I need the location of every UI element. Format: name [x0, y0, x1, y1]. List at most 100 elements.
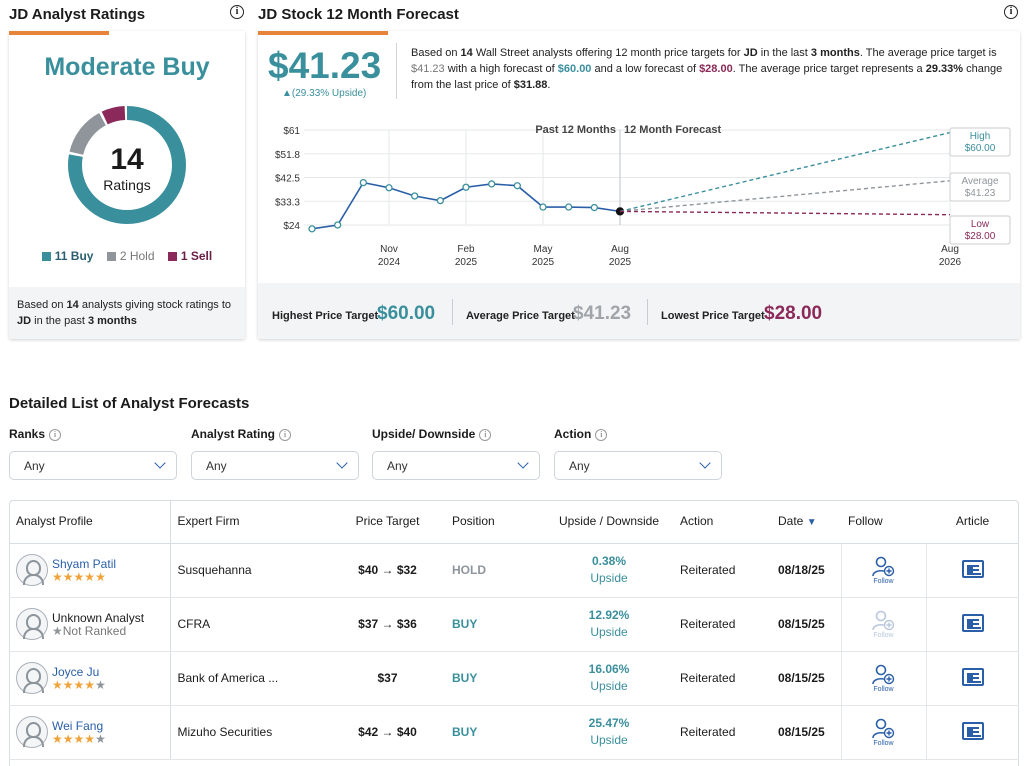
analyst-name[interactable]: Shyam Patil	[52, 556, 117, 571]
avatar	[16, 608, 48, 640]
x-tick-month: Nov	[380, 244, 398, 255]
x-tick-month: Aug	[941, 244, 959, 255]
x-tick-year: 2025	[532, 257, 555, 268]
price-point	[565, 203, 573, 211]
follow-button[interactable]: Follow	[840, 651, 927, 706]
analyst-stars: ★Not Ranked	[52, 623, 144, 638]
forecast-tag-value: $28.00	[965, 231, 996, 242]
price-target: $37	[330, 651, 445, 706]
price-target: $40 → $32	[330, 543, 445, 598]
analyst-name[interactable]: Joyce Ju	[52, 664, 100, 679]
forecast-tag-low: Low$28.00	[949, 215, 1011, 245]
price-point	[488, 180, 496, 188]
ranks-select[interactable]: Any	[9, 451, 177, 480]
follow-icon	[871, 556, 894, 576]
expert-firm: Mizuho Securities	[170, 705, 330, 760]
forecast-description: Based on 14 Wall Street analysts offerin…	[411, 47, 1003, 91]
action: Reiterated	[673, 705, 771, 760]
position: BUY	[445, 597, 545, 652]
info-icon: i	[595, 428, 608, 441]
y-tick-label: $61	[283, 126, 300, 137]
position: HOLD	[445, 543, 545, 598]
x-tick-month: May	[534, 244, 553, 255]
follow-button[interactable]: Follow	[840, 705, 927, 760]
analyst-profile[interactable]: Wei Fang ★★★★★	[9, 705, 171, 760]
x-tick-month: Feb	[457, 244, 475, 255]
divider	[647, 299, 648, 325]
divider	[452, 299, 453, 325]
price-point	[590, 203, 598, 212]
forecast-tag-label: Average	[961, 176, 999, 187]
article-icon	[961, 721, 984, 740]
ratings-title: JD Analyst Ratings	[9, 6, 146, 23]
follow-icon	[871, 610, 894, 630]
legend-sell: 1 Sell	[167, 249, 212, 263]
star-icon: ★	[52, 677, 63, 692]
analyst-profile[interactable]: Shyam Patil ★★★★★	[9, 543, 171, 598]
article-button[interactable]	[926, 597, 1019, 652]
analyst-profile[interactable]: Unknown Analyst ★Not Ranked	[9, 597, 171, 652]
expert-firm: CFRA	[170, 597, 330, 652]
forecast-tag-value: $41.23	[965, 188, 996, 199]
article-button[interactable]	[926, 543, 1019, 598]
follow-button[interactable]: Follow	[840, 597, 927, 652]
price-point	[462, 183, 470, 191]
table-row: Wei Fang ★★★★★ Mizuho Securities $42 → $40 B…	[9, 705, 1019, 760]
article-icon	[961, 559, 984, 578]
forecast-tag-label: Low	[971, 219, 990, 230]
table-row: Shyam Patil ★★★★★ Susquehanna $40 → $32 HOLD…	[9, 543, 1019, 598]
y-tick-label: $51.8	[275, 150, 300, 161]
table-row: Unknown Analyst ★Not Ranked CFRA $37 → $36 B…	[9, 597, 1019, 652]
analyst-stars: ★★★★★	[52, 569, 116, 584]
ratings-donut	[68, 106, 186, 224]
follow-button[interactable]: Follow	[840, 543, 927, 598]
col-expert-firm: Expert Firm	[170, 500, 330, 544]
x-tick-year: 2024	[378, 257, 401, 268]
action: Reiterated	[673, 597, 771, 652]
star-icon: ★	[62, 731, 74, 746]
article-button[interactable]	[926, 705, 1019, 760]
position: BUY	[445, 705, 545, 760]
col-price-target: Price Target	[330, 500, 445, 544]
col-analyst-profile: Analyst Profile	[9, 500, 171, 544]
highest-label: Highest Price Target	[272, 310, 379, 322]
y-tick-label: $24	[283, 221, 300, 232]
analyst-name[interactable]: Wei Fang	[52, 718, 104, 733]
forecast-line-average	[619, 180, 951, 213]
x-tick-month: Aug	[611, 244, 629, 255]
star-icon: ★	[52, 569, 63, 584]
y-tick-label: $42.5	[275, 174, 300, 185]
forecast-tag-average: Average$41.23	[949, 172, 1011, 202]
ratings-legend: 11 Buy 2 Hold 1 Sell	[9, 249, 245, 263]
star-icon: ★	[52, 623, 63, 638]
analyst-profile[interactable]: Joyce Ju ★★★★★	[9, 651, 171, 706]
upside-downside: 12.92% Upside	[545, 597, 673, 652]
col-date[interactable]: Date ▼	[771, 500, 841, 544]
action: Reiterated	[673, 543, 771, 598]
lowest-label: Lowest Price Target	[661, 310, 765, 322]
info-icon: i	[49, 428, 62, 441]
price-point	[334, 221, 342, 229]
expert-firm: Bank of America ...	[170, 651, 330, 706]
filter-label-analyst-rating: Analyst Rating i	[191, 427, 292, 441]
follow-label: Follow	[873, 631, 894, 639]
col-action: Action	[673, 500, 771, 544]
info-icon[interactable]: i	[1004, 5, 1018, 19]
avatar	[16, 716, 48, 748]
average-value: $41.23	[573, 303, 632, 324]
article-button[interactable]	[926, 651, 1019, 706]
info-icon[interactable]: i	[230, 5, 244, 19]
analyst-rating-select[interactable]: Any	[191, 451, 359, 480]
upside-downside-select[interactable]: Any	[372, 451, 540, 480]
chevron-down-icon	[517, 457, 529, 469]
star-icon: ★	[84, 677, 96, 692]
action-select[interactable]: Any	[554, 451, 722, 480]
star-icon: ★	[62, 677, 74, 692]
legend-hold: 2 Hold	[106, 249, 155, 263]
upside-downside: 25.47% Upside	[545, 705, 673, 760]
price-target: $42 → $40	[330, 705, 445, 760]
avatar	[16, 662, 48, 694]
article-icon	[961, 667, 984, 686]
price-target: $37 → $36	[330, 597, 445, 652]
col-position: Position	[445, 500, 545, 544]
